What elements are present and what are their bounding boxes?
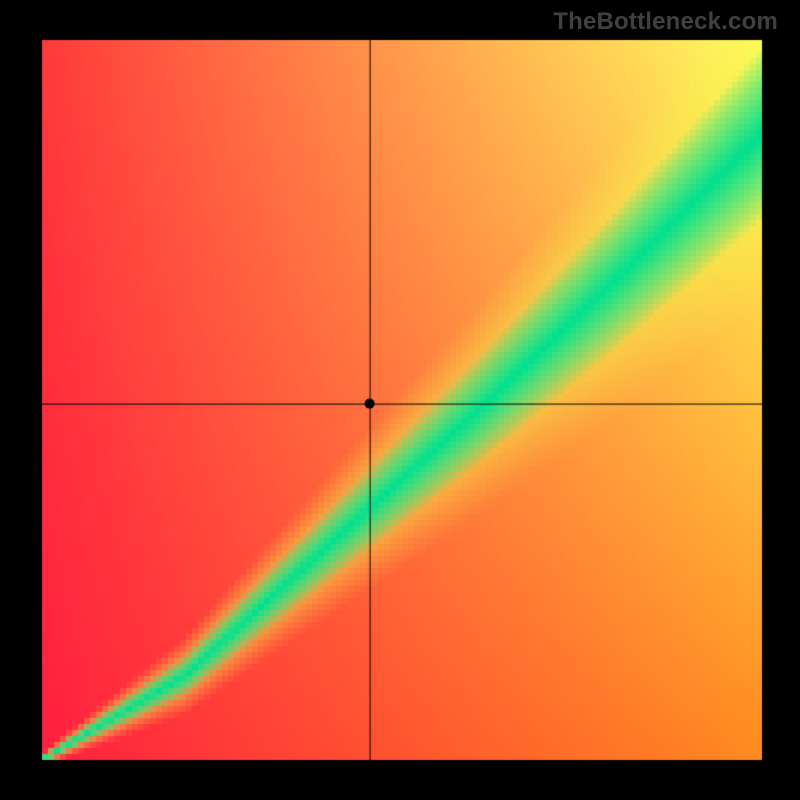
chart-container: TheBottleneck.com <box>0 0 800 800</box>
bottleneck-heatmap-canvas <box>0 0 800 800</box>
watermark-text: TheBottleneck.com <box>553 8 778 36</box>
